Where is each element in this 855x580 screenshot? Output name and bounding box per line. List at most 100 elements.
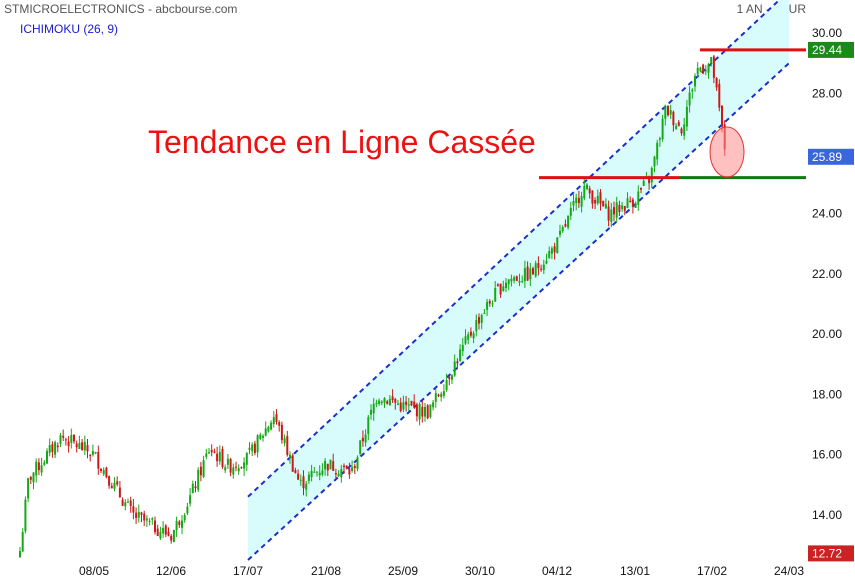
candle-body (569, 208, 572, 216)
candle-body (267, 426, 270, 432)
candle-body (243, 462, 246, 469)
price-tag-box (808, 148, 854, 165)
candle-body (329, 459, 332, 470)
candle-body (340, 469, 343, 478)
candle-body (561, 227, 564, 232)
candle-body (432, 402, 435, 408)
candle-body (178, 521, 181, 525)
x-tick-label: 24/03 (774, 564, 804, 578)
candle-body (448, 376, 451, 380)
candle-body (691, 89, 694, 92)
candle-body (59, 435, 62, 444)
candle-body (108, 476, 111, 486)
y-tick-label: 30.00 (812, 26, 842, 40)
candle-body (240, 467, 243, 469)
price-tag-box (808, 545, 854, 562)
candle-body (437, 394, 440, 397)
candle-body (19, 551, 21, 558)
candle-body (664, 105, 667, 119)
candle-body (621, 205, 624, 209)
candle-body (189, 495, 192, 504)
candle-body (596, 195, 599, 204)
candle-body (140, 512, 143, 515)
candle-body (672, 111, 675, 126)
candle-body (24, 499, 27, 532)
candle-body (262, 435, 264, 438)
candle-body (442, 391, 445, 396)
candle-body (27, 478, 30, 499)
candle-body (105, 467, 108, 478)
candle-body (129, 500, 132, 506)
candle-body (124, 502, 127, 507)
candle-body (391, 396, 394, 400)
candle-body (116, 481, 119, 485)
candle-body (478, 317, 480, 324)
candle-body (275, 414, 278, 422)
candle-body (351, 467, 354, 471)
candle-body (54, 442, 57, 455)
candle-body (310, 470, 313, 478)
breakout-highlight-circle (709, 126, 745, 178)
x-axis: 08/05 12/06 17/07 21/08 25/09 30/10 04/12 13/01… (79, 564, 804, 578)
candle-body (675, 125, 678, 129)
candle-body (245, 452, 248, 465)
candle-body (156, 528, 159, 536)
candle-body (91, 451, 94, 455)
candle-body (667, 105, 669, 116)
candle-body (32, 472, 35, 483)
y-tick-label: 16.00 (812, 448, 842, 462)
candle-body (526, 266, 529, 281)
candle-body (316, 471, 318, 473)
x-tick-label: 25/09 (388, 564, 418, 578)
candle-body (567, 215, 570, 228)
candle-body (704, 70, 707, 72)
candle-body (224, 467, 227, 471)
candle-body (94, 452, 97, 454)
candle-body (248, 447, 251, 450)
candle-body (405, 401, 408, 405)
candle-body (283, 438, 286, 444)
candle-body (661, 118, 664, 140)
candle-body (56, 445, 59, 448)
candle-body (213, 451, 216, 453)
candle-body (461, 344, 464, 352)
candle-body (650, 168, 653, 183)
candle-body (694, 75, 696, 87)
candle-body (86, 445, 89, 452)
candle-body (523, 268, 526, 282)
candle-body (307, 474, 310, 481)
candle-body (137, 512, 140, 518)
candle-body (380, 401, 383, 404)
candle-body (197, 469, 200, 490)
trend-channel (247, 0, 790, 561)
y-tick-label: 18.00 (812, 387, 842, 401)
candle-body (218, 451, 221, 462)
candle-body (688, 92, 691, 106)
candle-body (580, 196, 583, 207)
candle-body (440, 393, 443, 398)
candle-body (467, 334, 470, 340)
candle-body (127, 501, 129, 503)
candle-body (305, 483, 308, 490)
candle-body (232, 467, 235, 475)
candle-body (577, 197, 580, 203)
candle-body (40, 465, 43, 473)
candle-body (78, 443, 81, 449)
candle-body (572, 201, 575, 206)
candle-body (81, 442, 84, 451)
price-tag-box (808, 41, 854, 58)
candle-body (426, 405, 429, 419)
candle-body (424, 407, 426, 417)
price-tag-label: 12.72 (812, 546, 842, 560)
candle-body (532, 268, 534, 275)
candles (19, 55, 726, 558)
candle-body (75, 443, 78, 448)
candle-body (378, 400, 381, 405)
candle-body (383, 397, 386, 403)
candle-body (583, 185, 586, 199)
candle-body (613, 207, 615, 215)
y-tick-label: 24.00 (812, 207, 842, 221)
candle-body (343, 465, 345, 467)
candle-body (683, 124, 686, 136)
